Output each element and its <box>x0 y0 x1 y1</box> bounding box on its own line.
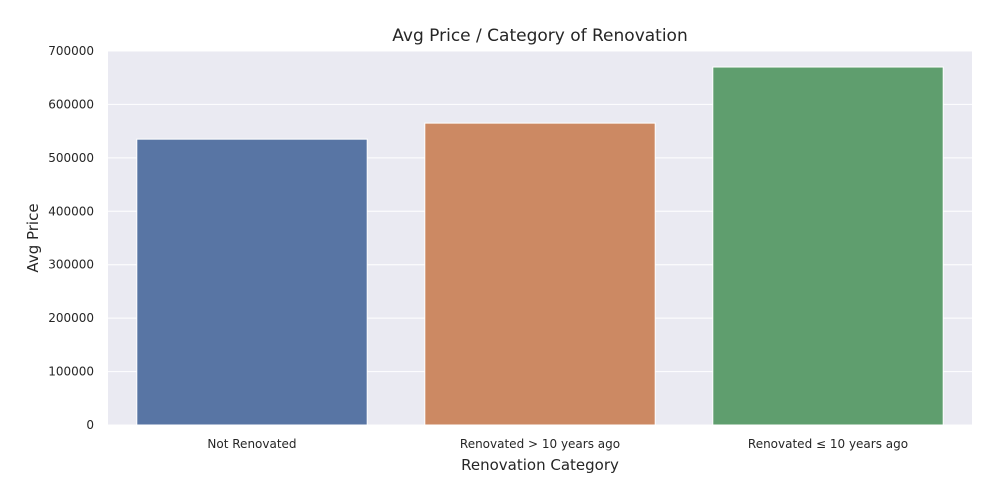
bar-2 <box>424 122 656 426</box>
x-tick-label: Not Renovated <box>207 437 296 451</box>
bars <box>136 66 944 426</box>
chart-title: Avg Price / Category of Renovation <box>392 26 687 46</box>
y-tick-label: 700000 <box>48 44 94 58</box>
x-axis-title: Renovation Category <box>461 456 619 474</box>
y-tick-label: 200000 <box>48 311 94 325</box>
y-tick-label: 100000 <box>48 365 94 379</box>
x-axis-ticks: Not Renovated Renovated > 10 years ago Ren… <box>207 437 908 451</box>
y-tick-label: 0 <box>86 418 94 432</box>
y-axis-title: Avg Price <box>24 203 42 272</box>
bar-3 <box>712 66 944 426</box>
y-tick-label: 500000 <box>48 151 94 165</box>
bar-1 <box>136 138 368 426</box>
y-tick-label: 300000 <box>48 258 94 272</box>
y-axis-ticks: 0 100000 200000 300000 400000 500000 600000 700… <box>48 44 94 432</box>
x-tick-label: Renovated ≤ 10 years ago <box>748 437 908 451</box>
x-tick-label: Renovated > 10 years ago <box>460 437 620 451</box>
y-tick-label: 600000 <box>48 97 94 111</box>
y-tick-label: 400000 <box>48 204 94 218</box>
